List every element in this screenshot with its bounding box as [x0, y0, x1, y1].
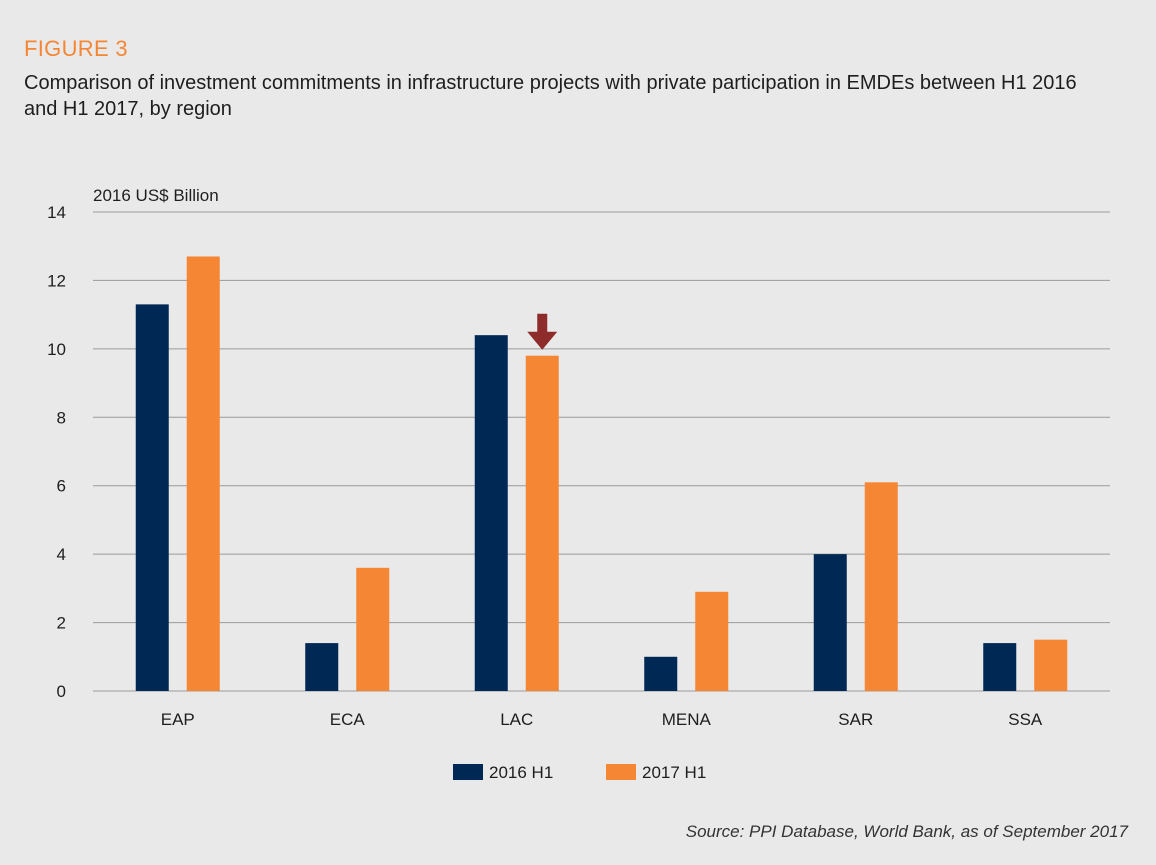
- bar-ssa-2017: [1034, 639, 1068, 691]
- bar-eca-2016: [305, 643, 339, 691]
- y-tick-label: 10: [47, 340, 66, 359]
- legend-swatch-2017: [606, 764, 636, 780]
- x-tick-label: LAC: [500, 710, 533, 729]
- legend-label: 2016 H1: [489, 763, 553, 782]
- y-tick-label: 4: [57, 545, 66, 564]
- bar-ssa-2016: [983, 643, 1017, 691]
- y-tick-label: 6: [57, 477, 66, 496]
- y-tick-label: 0: [57, 682, 66, 701]
- bar-mena-2016: [644, 656, 678, 691]
- y-tick-label: 8: [57, 408, 66, 427]
- bar-eap-2017: [186, 256, 220, 691]
- x-tick-label: EAP: [161, 710, 195, 729]
- bar-sar-2016: [813, 554, 847, 691]
- y-axis-label: 2016 US$ Billion: [93, 186, 219, 205]
- bar-sar-2017: [864, 482, 898, 691]
- bar-lac-2016: [474, 335, 508, 691]
- y-tick-label: 2: [57, 614, 66, 633]
- legend-swatch-2016: [453, 764, 483, 780]
- figure-title: Comparison of investment commitments in …: [24, 72, 1077, 120]
- x-tick-label: ECA: [330, 710, 366, 729]
- y-tick-label: 12: [47, 271, 66, 290]
- legend-label: 2017 H1: [642, 763, 706, 782]
- bar-eap-2016: [135, 304, 169, 691]
- x-tick-label: SAR: [838, 710, 873, 729]
- x-tick-label: MENA: [662, 710, 712, 729]
- figure-label: FIGURE 3: [24, 36, 128, 61]
- source-note: Source: PPI Database, World Bank, as of …: [685, 822, 1128, 841]
- bar-lac-2017: [525, 355, 559, 691]
- bar-eca-2017: [356, 567, 390, 691]
- x-tick-label: SSA: [1008, 710, 1043, 729]
- down-arrow-icon: [527, 313, 558, 350]
- y-tick-label: 14: [47, 203, 66, 222]
- bar-mena-2017: [695, 591, 729, 691]
